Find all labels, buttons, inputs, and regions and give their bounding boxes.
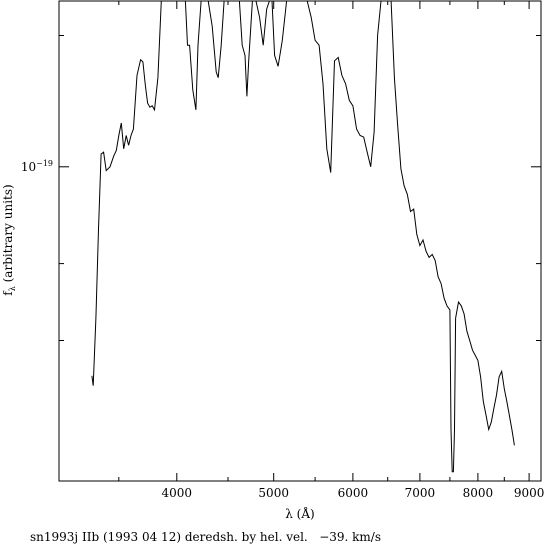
y-axis-label-subscript: λ bbox=[8, 286, 17, 291]
x-tick-label: 8000 bbox=[463, 486, 494, 500]
y-axis-label-symbol: f bbox=[1, 290, 15, 296]
spectrum-series-line bbox=[91, 0, 515, 473]
x-axis-tick-labels: 4000 5000 6000 7000 8000 9000 bbox=[162, 486, 544, 500]
svg-text:fλ (arbitrary units): fλ (arbitrary units) bbox=[1, 184, 17, 295]
x-axis-label: λ (Å) bbox=[285, 506, 314, 521]
plot-frame bbox=[58, 0, 542, 482]
y-tick-label: 10−19 bbox=[21, 159, 53, 174]
x-axis-ticks bbox=[118, 1, 530, 481]
y-axis-ticks bbox=[59, 35, 541, 341]
x-tick-label: 4000 bbox=[162, 486, 193, 500]
x-tick-label: 6000 bbox=[338, 486, 369, 500]
x-tick-label: 7000 bbox=[405, 486, 436, 500]
x-tick-label: 5000 bbox=[258, 486, 289, 500]
y-axis-label: fλ (arbitrary units) bbox=[1, 184, 17, 295]
x-tick-label: 9000 bbox=[514, 486, 544, 500]
chart-caption: sn1993j IIb (1993 04 12) deredsh. by hel… bbox=[30, 530, 381, 544]
y-axis-label-suffix: (arbitrary units) bbox=[1, 184, 15, 286]
y-axis-tick-labels: 10−19 bbox=[21, 159, 53, 174]
